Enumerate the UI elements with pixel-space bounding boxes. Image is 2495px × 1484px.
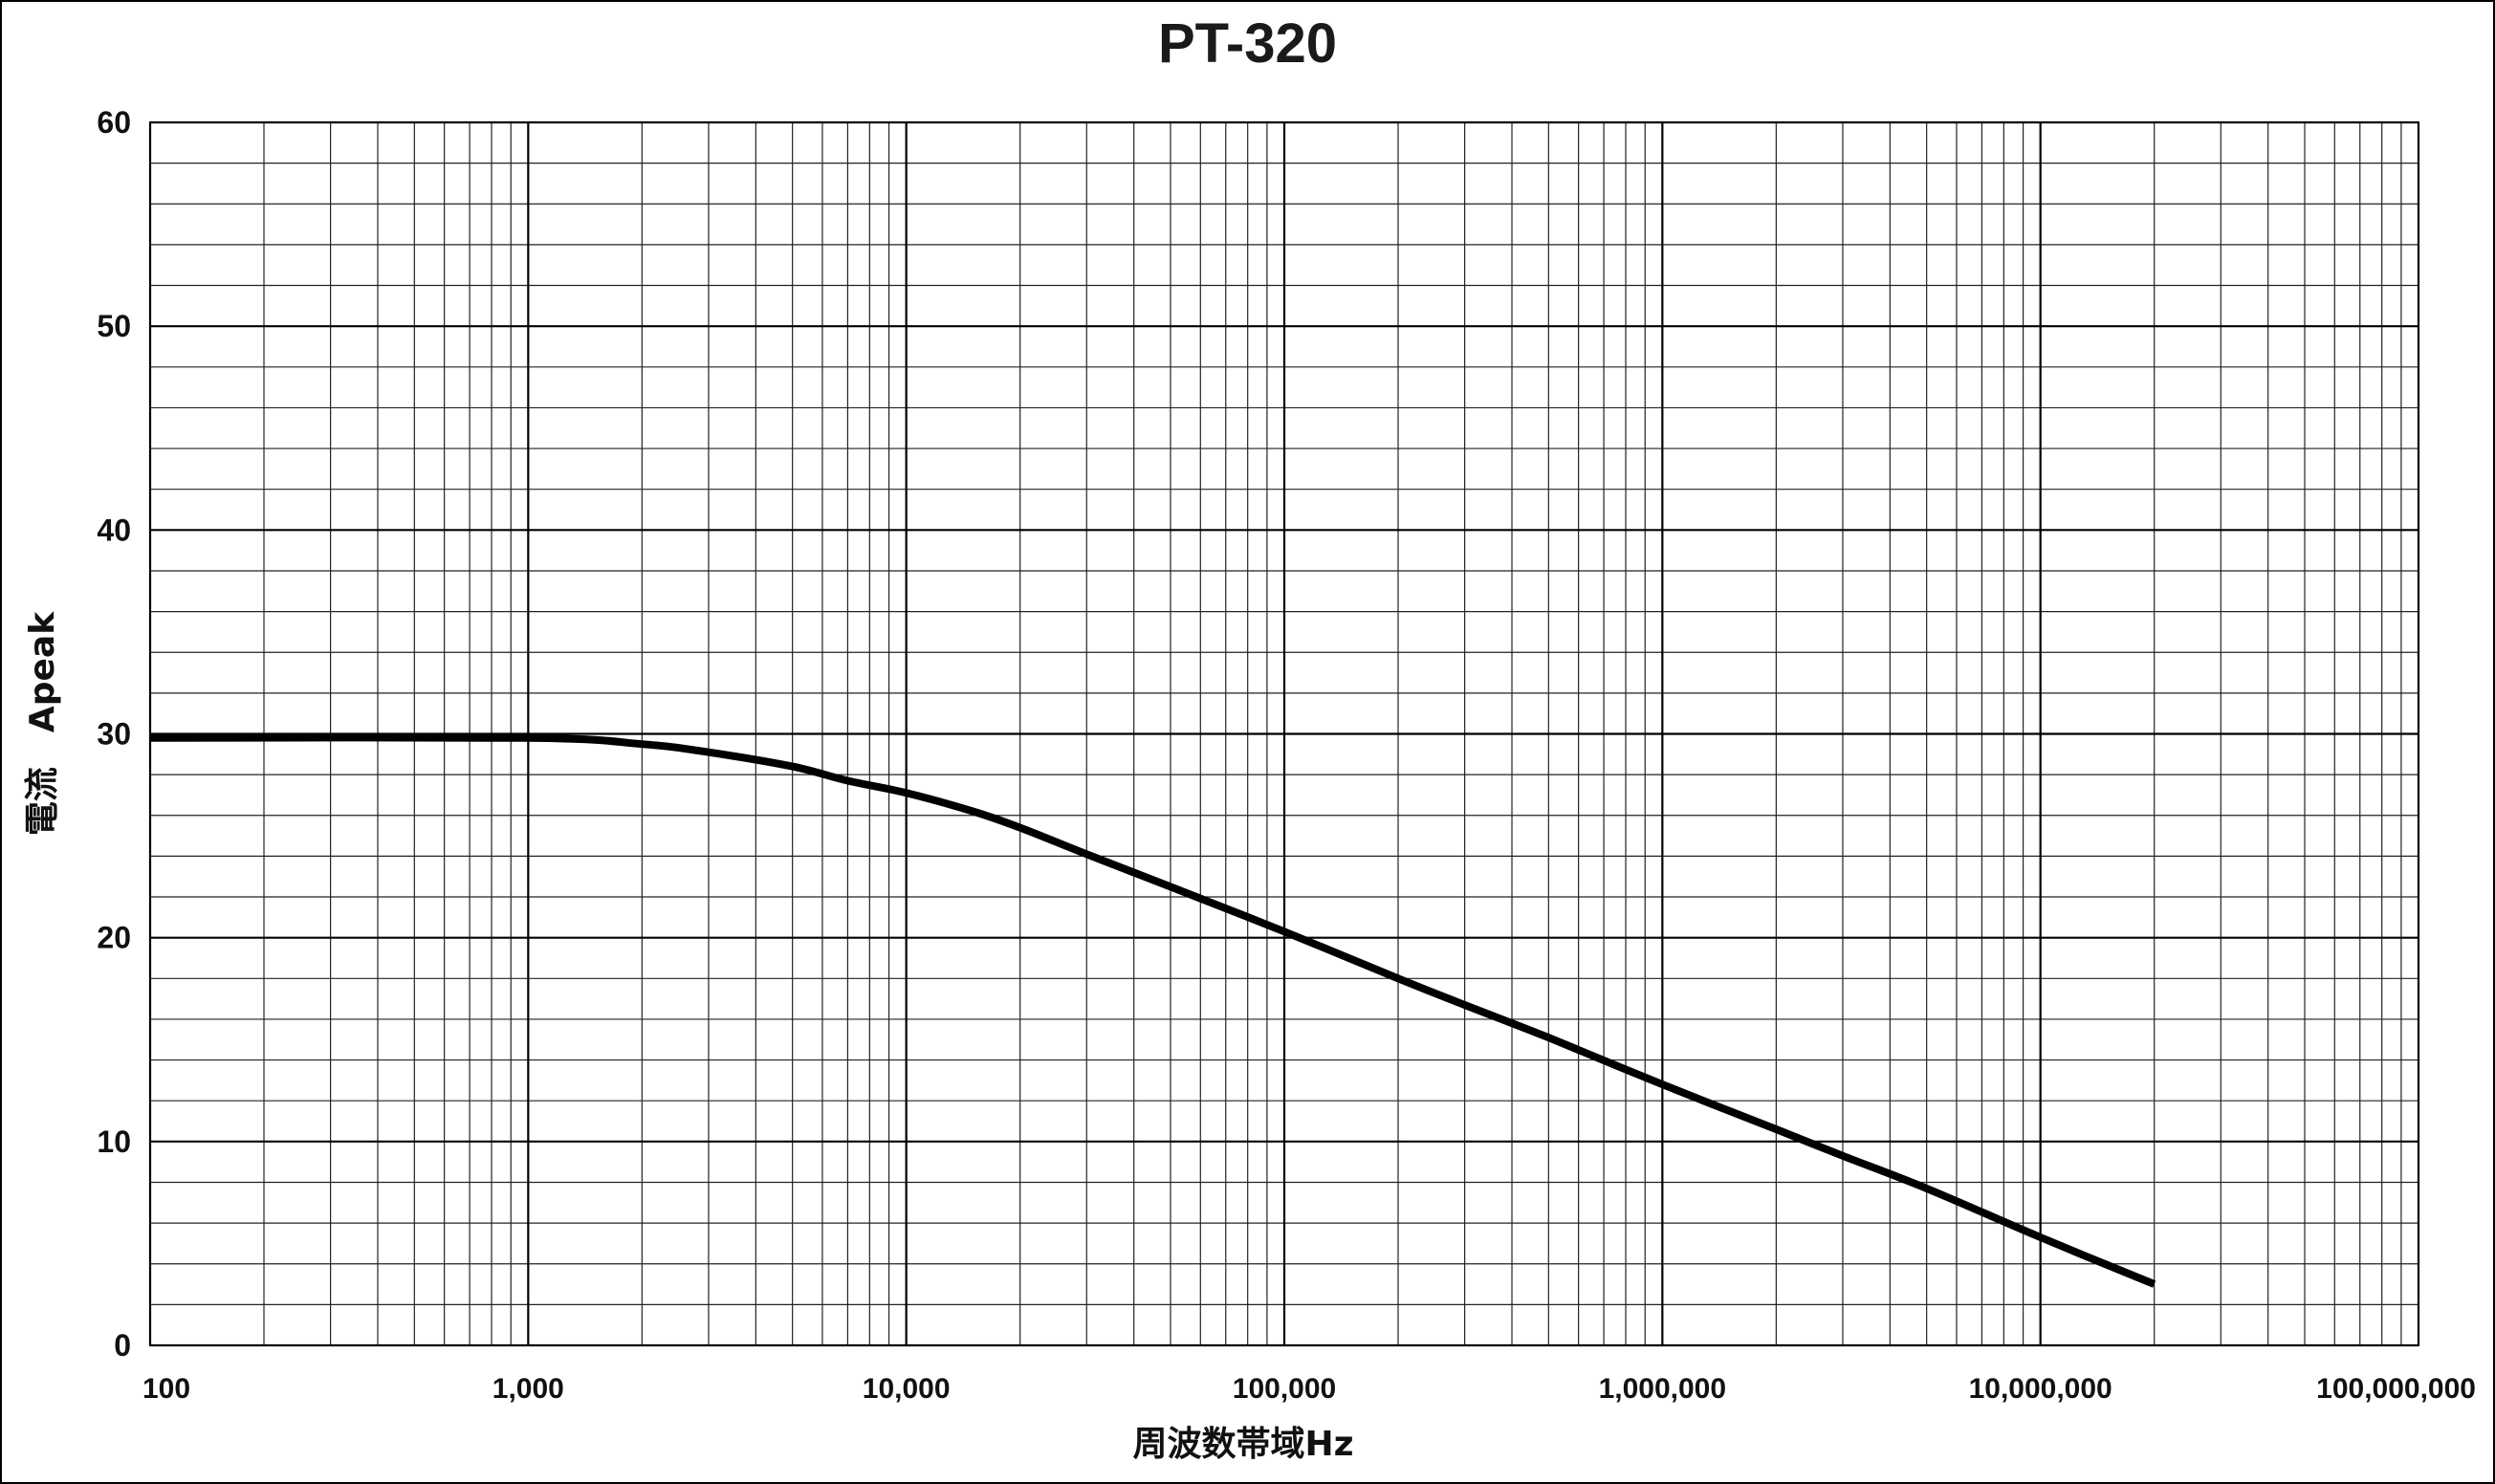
series-layer — [149, 733, 2156, 1288]
x-tick-labels: 100 1,000 10,000 100,000 1,000,000 10,000,000… — [142, 1373, 2476, 1405]
x-tick-label: 100,000,000 — [2316, 1373, 2476, 1405]
y-tick-label: 0 — [114, 1328, 131, 1363]
x-tick-label: 10,000,000 — [1969, 1373, 2112, 1405]
x-tick-label: 1,000 — [492, 1373, 564, 1405]
x-axis-title: 周波数帯域Hz — [1132, 1425, 1353, 1464]
y-tick-label: 50 — [97, 309, 131, 343]
y-tick-labels: 0 10 20 30 40 50 60 — [97, 105, 131, 1363]
y-tick-label: 10 — [97, 1124, 131, 1159]
series-line — [149, 733, 2156, 1288]
x-tick-label: 100 — [142, 1373, 190, 1405]
y-axis-title: 電流 Apeak — [23, 611, 62, 836]
y-tick-label: 40 — [97, 513, 131, 547]
y-tick-label: 20 — [97, 921, 131, 955]
grid-major — [148, 120, 2420, 1347]
x-tick-label: 10,000 — [863, 1373, 951, 1405]
chart-title: PT-320 — [1158, 12, 1337, 75]
x-tick-label: 1,000,000 — [1599, 1373, 1726, 1405]
x-tick-label: 100,000 — [1233, 1373, 1336, 1405]
plot-border — [149, 121, 2419, 1346]
y-tick-label: 60 — [97, 105, 131, 140]
y-tick-label: 30 — [97, 717, 131, 752]
